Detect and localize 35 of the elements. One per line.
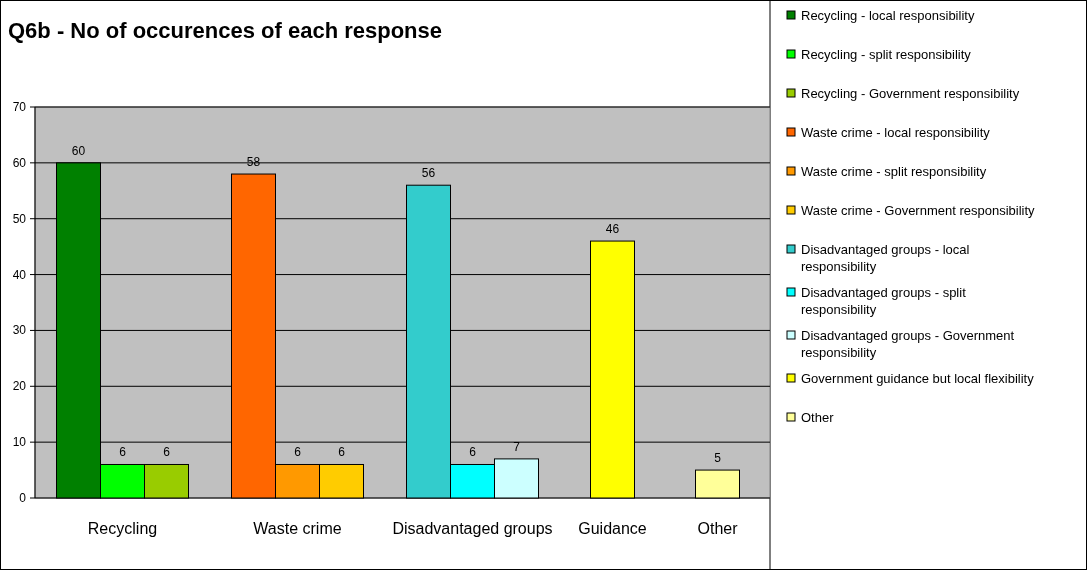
x-tick-label: Recycling — [87, 520, 158, 537]
y-tick-label: 10 — [12, 435, 27, 450]
data-label: 56 — [421, 166, 436, 181]
y-tick-label: 40 — [12, 267, 27, 282]
legend-label: Other — [801, 410, 835, 425]
data-label: 6 — [469, 445, 477, 460]
y-tick-label: 70 — [12, 100, 27, 114]
y-tick-label: 50 — [12, 211, 27, 226]
x-tick-label: Other — [697, 520, 739, 537]
legend-label: Recycling - local responsibility — [801, 8, 975, 23]
y-tick-label: 30 — [12, 323, 27, 338]
data-label: 6 — [294, 445, 302, 460]
chart-title: Q6b - No of occurences of each response — [8, 18, 443, 43]
y-tick-label: 60 — [12, 155, 27, 170]
legend-label: Disadvantaged groups - split responsibility — [801, 285, 967, 317]
data-label: 60 — [71, 143, 86, 158]
legend-label: Disadvantaged groups - Government responsibility — [801, 328, 1015, 360]
legend-label: Waste crime - split responsibility — [801, 164, 987, 179]
legend-label: Recycling - split responsibility — [801, 47, 972, 62]
legend-label: Government guidance but local flexibility — [801, 371, 1035, 386]
data-label: 46 — [605, 222, 620, 237]
data-label: 6 — [119, 445, 127, 460]
data-label: 7 — [513, 439, 521, 454]
data-label: 5 — [714, 451, 722, 466]
data-label: 6 — [338, 445, 346, 460]
legend-label: Waste crime - Government responsibility — [801, 203, 1036, 218]
x-tick-label: Guidance — [578, 520, 647, 537]
y-tick-label: 0 — [19, 491, 27, 505]
y-tick-label: 20 — [12, 379, 27, 394]
legend-label: Recycling - Government responsibility — [801, 86, 1020, 101]
legend-label: Disadvantaged groups - local responsibility — [801, 242, 970, 274]
x-tick-label: Disadvantaged groups — [392, 520, 553, 537]
legend-label: Waste crime - local responsibility — [801, 125, 991, 140]
x-tick-label: Waste crime — [253, 520, 342, 537]
data-label: 6 — [163, 445, 171, 460]
